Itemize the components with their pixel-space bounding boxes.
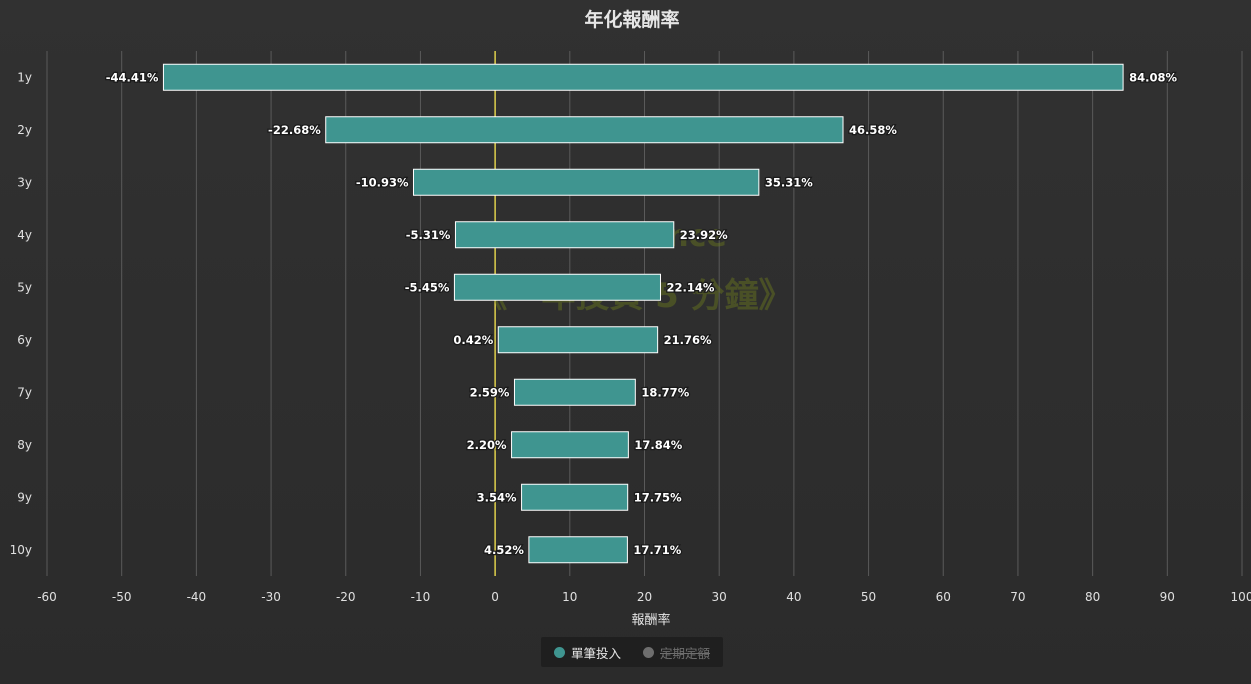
x-axis-title: 報酬率: [631, 612, 670, 628]
bar-4y[interactable]: [454, 221, 675, 249]
x-tick-label: -60: [37, 590, 57, 604]
x-tick-label: -10: [411, 590, 431, 604]
high-label-3y: 35.31%: [765, 175, 813, 189]
bars: [162, 63, 1124, 564]
category-label-1y: 1y: [17, 70, 32, 84]
bar-1y[interactable]: [162, 63, 1124, 91]
low-label-8y: 2.20%: [467, 438, 507, 452]
x-tick-label: 10: [562, 590, 577, 604]
legend: 單筆投入 定期定額: [541, 637, 723, 667]
category-label-8y: 8y: [17, 438, 32, 452]
bar-8y[interactable]: [511, 431, 629, 459]
low-label-6y: 0.42%: [453, 333, 493, 347]
bar-7y[interactable]: [513, 378, 636, 406]
high-label-1y: 84.08%: [1129, 70, 1177, 84]
x-tick-label: -40: [187, 590, 207, 604]
low-label-7y: 2.59%: [470, 385, 510, 399]
high-label-10y: 17.71%: [633, 543, 681, 557]
x-tick-label: 80: [1085, 590, 1100, 604]
high-label-2y: 46.58%: [849, 123, 897, 137]
category-label-7y: 7y: [17, 385, 32, 399]
legend-label-lump-sum: 單筆投入: [570, 645, 621, 661]
low-label-3y: -10.93%: [356, 175, 409, 189]
category-label-6y: 6y: [17, 333, 32, 347]
high-label-6y: 21.76%: [664, 333, 712, 347]
x-tick-label: 100: [1231, 590, 1251, 604]
low-label-5y: -5.45%: [405, 280, 450, 294]
category-label-2y: 2y: [17, 123, 32, 137]
low-label-4y: -5.31%: [406, 228, 451, 242]
bar-9y[interactable]: [521, 483, 629, 511]
low-label-1y: -44.41%: [106, 70, 159, 84]
category-label-10y: 10y: [10, 543, 32, 557]
low-label-10y: 4.52%: [484, 543, 524, 557]
x-tick-label: 20: [637, 590, 652, 604]
x-tick-label: -30: [261, 590, 281, 604]
high-label-8y: 17.84%: [634, 438, 682, 452]
x-tick-label: -50: [112, 590, 132, 604]
x-tick-label: 60: [936, 590, 951, 604]
legend-item-lump-sum[interactable]: 單筆投入: [553, 643, 621, 662]
chart-title: 年化報酬率: [584, 8, 679, 31]
category-label-4y: 4y: [17, 228, 32, 242]
bar-2y[interactable]: [325, 116, 844, 144]
bar-10y[interactable]: [528, 536, 628, 564]
bar-6y[interactable]: [497, 326, 659, 354]
high-label-5y: 22.14%: [666, 280, 714, 294]
data-labels: -44.41% 84.08% -22.68% 46.58% -10.93% 35.31% -…: [105, 69, 1179, 558]
x-tick-label: 0: [491, 590, 499, 604]
x-tick-label: 40: [786, 590, 801, 604]
low-label-9y: 3.54%: [477, 490, 517, 504]
legend-item-dca[interactable]: 定期定額: [643, 643, 710, 662]
category-labels: 1y 2y 3y 4y 5y 6y 7y 8y 9y 10y: [10, 70, 32, 557]
x-tick-label: -20: [336, 590, 356, 604]
x-tick-label: 50: [861, 590, 876, 604]
legend-dot-lump-sum: [553, 646, 565, 658]
low-label-2y: -22.68%: [268, 123, 321, 137]
category-label-3y: 3y: [17, 175, 32, 189]
high-label-4y: 23.92%: [680, 228, 728, 242]
category-label-5y: 5y: [17, 280, 32, 294]
x-tick-label: 90: [1160, 590, 1175, 604]
x-tick-labels: -60 -50 -40 -30 -20 -10 0 10 20 30 40 50 60 70 80 90 100: [37, 590, 1251, 604]
high-label-7y: 18.77%: [641, 385, 689, 399]
x-tick-label: 30: [712, 590, 727, 604]
category-label-9y: 9y: [17, 490, 32, 504]
x-tick-label: 70: [1010, 590, 1025, 604]
bar-3y[interactable]: [412, 168, 760, 196]
bar-5y[interactable]: [453, 273, 661, 301]
legend-dot-dca: [643, 646, 654, 658]
legend-label-dca: 定期定額: [660, 645, 711, 661]
high-label-9y: 17.75%: [634, 490, 682, 504]
